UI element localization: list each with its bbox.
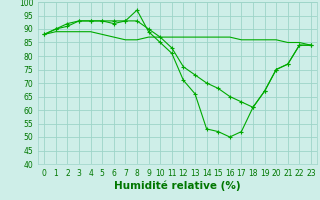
X-axis label: Humidité relative (%): Humidité relative (%): [114, 181, 241, 191]
